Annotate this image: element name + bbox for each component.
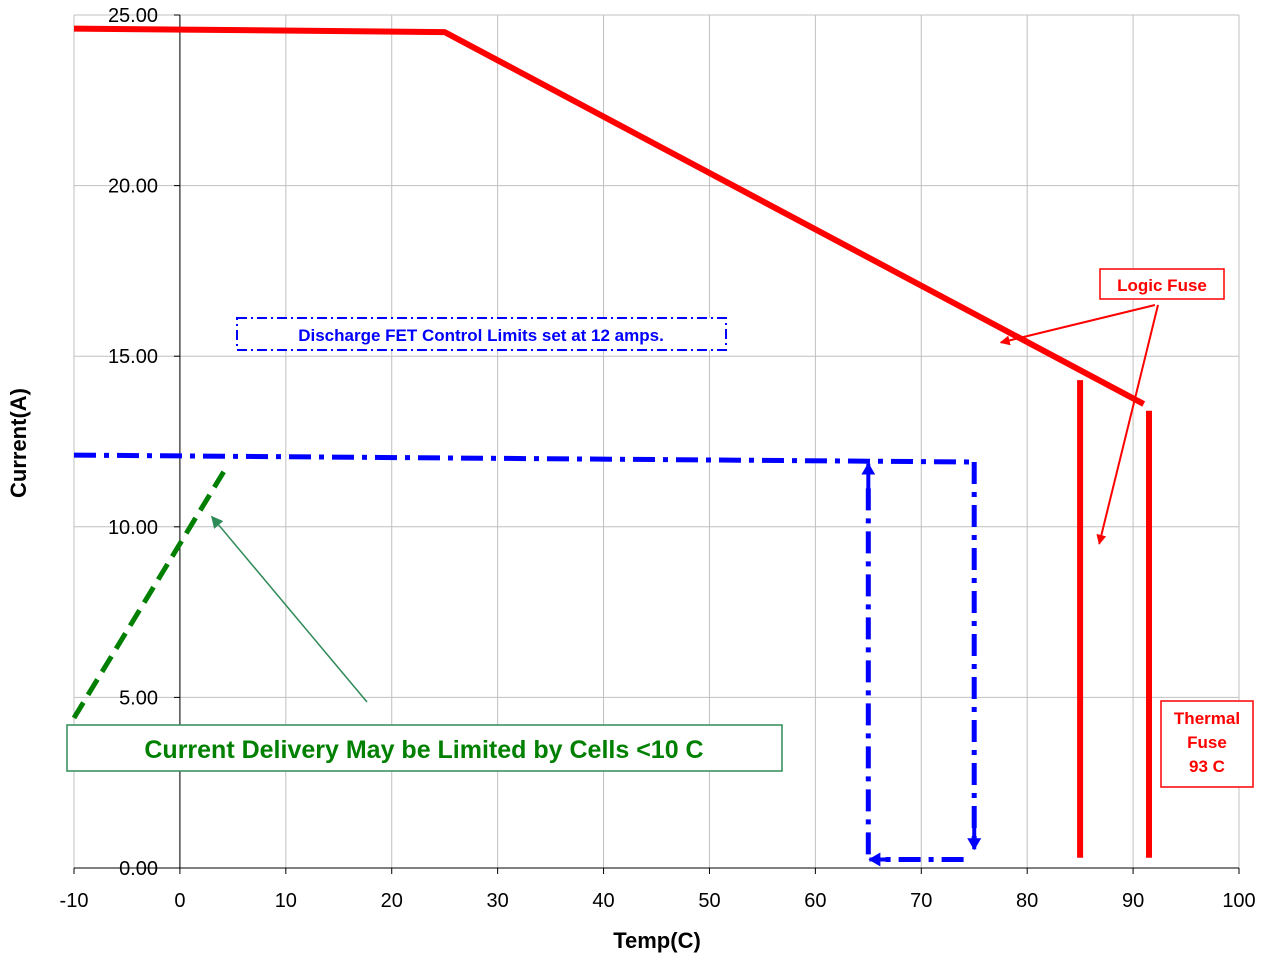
thermal-fuse-label-line2: Fuse (1187, 733, 1227, 752)
annotation-arrows (211, 304, 1159, 867)
data-series (71, 25, 1152, 862)
y-tick-label: 10.00 (108, 517, 158, 539)
cell-limit-line (71, 464, 230, 720)
fet-control-label: Discharge FET Control Limits set at 12 a… (298, 326, 664, 345)
logic-fuse-box (1099, 268, 1225, 300)
x-tick-label: 50 (698, 890, 720, 912)
y-axis-title: Current(A) (6, 388, 31, 498)
x-tick-label: 40 (592, 890, 614, 912)
logic-fuse-label: Logic Fuse (1117, 276, 1207, 295)
thermal-fuse-label-line3: 93 C (1189, 757, 1225, 776)
x-tick-label: 30 (487, 890, 509, 912)
thermal-fuse-box (1160, 700, 1254, 788)
x-tick-label: 80 (1016, 890, 1038, 912)
axes: -10 0 10 20 30 40 50 60 70 80 90 100 0.00 5.00 10.00 15… (60, 5, 1256, 912)
x-tick-label: 0 (174, 890, 185, 912)
x-axis-title: Temp(C) (613, 928, 701, 953)
cell-delivery-annotation: Current Delivery May be Limited by Cells… (66, 724, 783, 772)
x-tick-label: 70 (910, 890, 932, 912)
cell-delivery-box (66, 724, 783, 772)
logic-fuse-annotation: Logic Fuse (1099, 268, 1225, 300)
fet-control-annotation: Discharge FET Control Limits set at 12 a… (236, 317, 727, 351)
y-tick-label: 0.00 (119, 858, 158, 880)
x-tick-label: 20 (381, 890, 403, 912)
fet-limit-line (73, 452, 975, 465)
thermal-fuse-annotation: Thermal Fuse 93 C (1160, 700, 1254, 788)
x-tick-label: 10 (275, 890, 297, 912)
x-tick-label: -10 (60, 890, 89, 912)
cell-delivery-label: Current Delivery May be Limited by Cells… (144, 736, 703, 764)
y-tick-label: 25.00 (108, 5, 158, 27)
fet-control-box (236, 317, 727, 351)
logic-fuse-arrow-vertical (1096, 304, 1159, 545)
x-tick-label: 60 (804, 890, 826, 912)
logic-fuse-line (73, 25, 1146, 407)
x-tick-label: 90 (1122, 890, 1144, 912)
x-tick-label: 100 (1222, 890, 1255, 912)
cell-limit-arrow (211, 515, 368, 703)
y-tick-label: 15.00 (108, 346, 158, 368)
y-tick-label: 20.00 (108, 176, 158, 198)
thermal-fuse-label-line1: Thermal (1174, 709, 1240, 728)
logic-fuse-arrow-slope (999, 304, 1156, 346)
y-tick-label: 5.00 (119, 687, 158, 709)
